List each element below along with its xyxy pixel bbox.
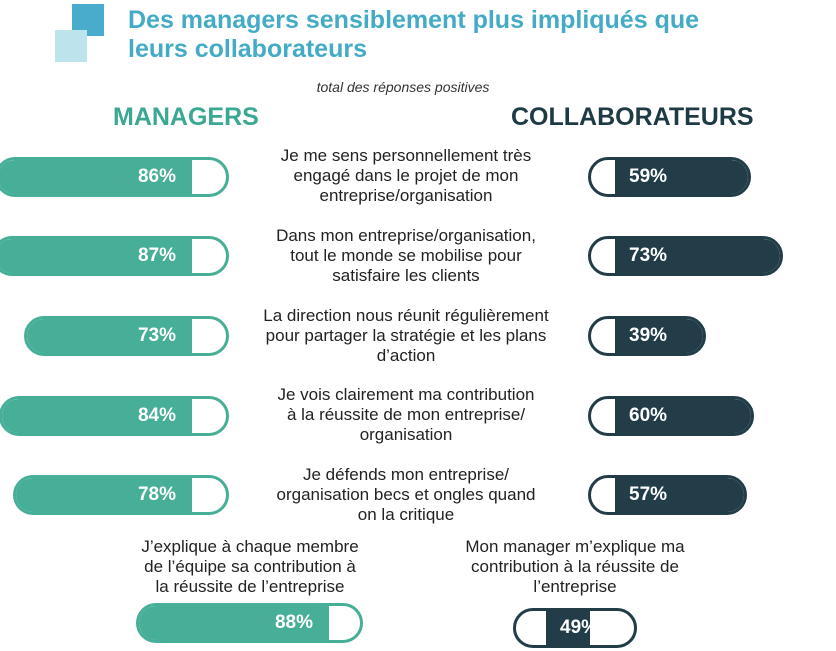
- statement-collaborateurs-extra-line: contribution à la réussite de: [471, 557, 679, 576]
- collaborateurs-bar-2: 73%: [588, 236, 783, 276]
- collaborateurs-bar-4-fill: [615, 399, 751, 433]
- statement-collaborateurs-extra: Mon manager m’explique ma contribution à …: [425, 537, 725, 597]
- statement-collaborateurs-extra-line: Mon manager m’explique ma: [465, 537, 685, 556]
- statement-2-line: tout le monde se mobilise pour: [290, 246, 522, 265]
- managers-bar-5: 78%: [12, 475, 229, 515]
- collaborateurs-bar-extra-fill: [546, 611, 591, 645]
- collaborateurs-bar-4: 60%: [588, 396, 754, 436]
- statement-4: Je vois clairement ma contribution à la r…: [236, 385, 576, 445]
- chart-subtitle: total des réponses positives: [316, 79, 490, 95]
- collaborateurs-bar-3: 39%: [588, 316, 707, 356]
- managers-bar-5-fill: [15, 478, 192, 512]
- statement-4-line: Je vois clairement ma contribution: [277, 385, 535, 404]
- managers-bar-1-label: 86%: [137, 166, 176, 187]
- collaborateurs-bar-5-fill: [615, 478, 744, 512]
- collaborateurs-bar-5-label: 57%: [629, 484, 668, 505]
- statement-3-line: d’action: [376, 346, 436, 365]
- chart-title: Des managers sensiblement plus impliqués…: [128, 6, 748, 64]
- statement-1-line: Je me sens personnellement très: [280, 146, 532, 165]
- managers-bar-extra-label: 88%: [274, 612, 313, 633]
- collaborateurs-bar-extra: 49%: [513, 608, 637, 648]
- statement-1-line: entreprise/organisation: [319, 186, 493, 205]
- collaborateurs-heading: COLLABORATEURS: [511, 103, 754, 131]
- statement-managers-extra: J’explique à chaque membre de l’équipe sa…: [100, 537, 400, 597]
- managers-heading: MANAGERS: [113, 103, 259, 131]
- statement-5-line: Je défends mon entreprise/: [302, 465, 509, 484]
- statement-2-line: Dans mon entreprise/organisation,: [276, 226, 536, 245]
- collaborateurs-bar-2-fill: [615, 239, 780, 273]
- statement-1: Je me sens personnellement très engagé da…: [236, 146, 576, 206]
- statement-collaborateurs-extra-line: l’entreprise: [533, 577, 617, 596]
- decor-square-light: [55, 30, 87, 62]
- collaborateurs-bar-extra-label: 49%: [560, 617, 599, 638]
- statement-5-line: organisation becs et ongles quand: [276, 485, 536, 504]
- managers-bar-2-label: 87%: [137, 245, 176, 266]
- statement-3-line: pour partager la stratégie et les plans: [265, 326, 547, 345]
- managers-bar-5-label: 78%: [137, 484, 176, 505]
- statement-5: Je défends mon entreprise/organisation b…: [236, 465, 576, 525]
- managers-bar-extra: 88%: [136, 603, 363, 643]
- managers-bar-3: 73%: [24, 316, 229, 356]
- statement-5-line: on la critique: [357, 505, 455, 524]
- managers-bar-2-fill: [0, 239, 192, 273]
- managers-bar-4-fill: [2, 399, 192, 433]
- managers-bar-3-fill: [27, 319, 192, 353]
- collaborateurs-bar-4-label: 60%: [629, 405, 668, 426]
- collaborateurs-bar-1-label: 59%: [629, 166, 668, 187]
- statement-managers-extra-line: de l’équipe sa contribution à: [144, 557, 356, 576]
- statement-2: Dans mon entreprise/organisation, tout le…: [236, 226, 576, 286]
- statement-1-line: engagé dans le projet de mon: [293, 166, 519, 185]
- chart-title-line-2: leurs collaborateurs: [128, 35, 367, 63]
- statement-4-line: à la réussite de mon entreprise/: [286, 405, 526, 424]
- statement-4-line: organisation: [359, 425, 453, 444]
- collaborateurs-bar-5: 57%: [588, 475, 747, 515]
- managers-bar-extra-fill: [139, 606, 329, 640]
- managers-bar-4: 84%: [0, 396, 229, 436]
- managers-bar-2: 87%: [0, 236, 229, 276]
- statement-managers-extra-line: la réussite de l’entreprise: [155, 577, 345, 596]
- managers-bar-1-fill: [0, 160, 192, 194]
- collaborateurs-bar-3-fill: [615, 319, 704, 353]
- statement-3-line: La direction nous réunit régulièrement: [263, 306, 549, 325]
- collaborateurs-bar-1-fill: [615, 160, 749, 194]
- collaborateurs-bar-3-label: 39%: [629, 325, 668, 346]
- managers-bar-4-label: 84%: [137, 405, 176, 426]
- statement-managers-extra-line: J’explique à chaque membre: [141, 537, 359, 556]
- managers-bar-3-label: 73%: [137, 325, 176, 346]
- collaborateurs-bar-1: 59%: [588, 157, 752, 197]
- collaborateurs-bar-2-label: 73%: [629, 245, 668, 266]
- statement-3: La direction nous réunit régulièrement po…: [236, 306, 576, 366]
- managers-bar-1: 86%: [0, 157, 229, 197]
- statement-2-line: satisfaire les clients: [332, 266, 480, 285]
- chart-title-line-1: Des managers sensiblement plus impliqués…: [128, 6, 700, 34]
